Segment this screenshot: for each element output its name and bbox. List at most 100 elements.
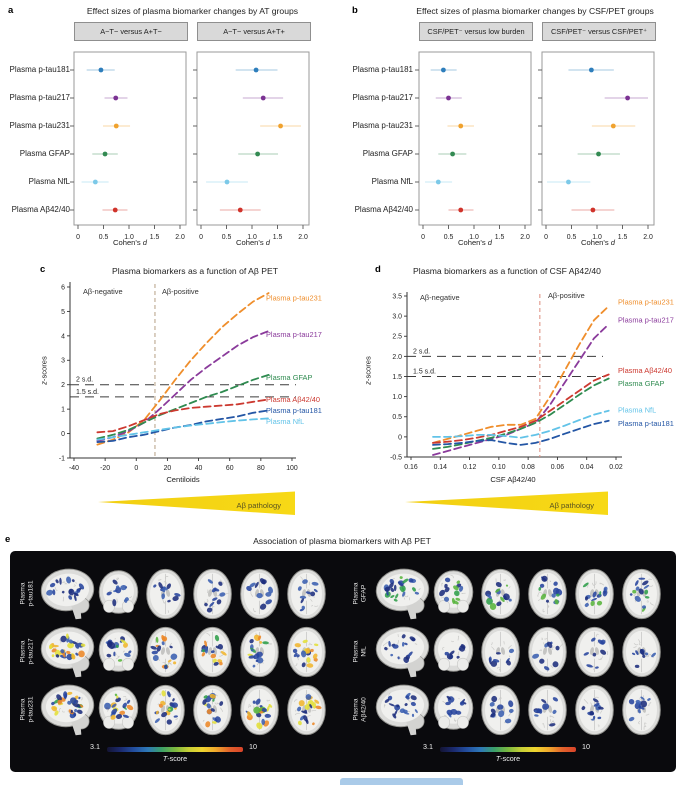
t-score-cluster [311,581,319,586]
biomarker-curve-label: Plasma GFAP [618,379,664,388]
t-score-cluster [124,597,129,602]
sulcus [268,643,272,645]
sulcus [309,642,313,646]
sulcus [295,663,298,667]
t-score-cluster [444,577,451,583]
sulcus [162,598,165,604]
sulcus [266,699,271,702]
t-score-cluster [644,596,650,599]
biomarker-curve-label: Plasma p-tau231 [618,298,674,307]
brain-slice-axial [528,568,567,620]
t-score-cluster [206,703,211,709]
t-score-cluster [210,708,215,712]
y-tick-label: 6 [61,284,65,291]
temporal-lobe [456,599,469,613]
x-tick-label: 100 [286,465,298,472]
sd-threshold-label: 2 s.d. [413,348,430,355]
x-tick-label: 1.5 [495,234,505,241]
sulcus [116,578,118,580]
t-score-cluster [591,637,596,642]
brain-slice-axial [481,568,520,620]
brain-slice-axial [622,626,661,678]
sulcus [453,718,456,722]
brainstem [406,604,417,620]
t-score-cluster [262,641,269,645]
t-score-cluster [78,696,81,700]
effect-size-marker [102,151,108,157]
t-score-cluster [46,589,54,596]
effect-size-marker [458,207,464,213]
brain-slice-coronal [98,628,139,672]
t-score-cluster [642,654,646,658]
t-score-cluster [534,710,538,713]
t-score-cluster [486,597,493,605]
sulcus [314,605,319,607]
biomarker-curve [432,409,610,439]
effect-size-marker [610,123,616,129]
sd-threshold-label: 1.5 s.d. [413,369,436,376]
t-score-cluster [486,593,492,599]
x-tick-label: 0 [76,234,80,241]
t-score-cluster [294,643,301,648]
brain-slice-axial [146,684,185,736]
t-score-cluster [172,596,179,601]
t-score-cluster [581,706,586,711]
t-score-cluster [643,584,650,589]
brain-slice-axial [575,568,614,620]
t-score-cluster [411,638,416,642]
sulcus [124,699,128,701]
sulcus [217,594,220,597]
t-score-cluster [542,703,550,710]
t-score-cluster [169,645,173,649]
t-score-cluster [73,699,79,705]
y-tick-label: 2 [61,382,65,389]
t-score-cluster [254,581,259,588]
panel-a-group-header-1: A−T− versus A+T− [74,22,188,41]
t-score-cluster [496,601,502,607]
t-score-cluster [214,634,220,642]
t-score-cluster [106,591,112,596]
sulcus [646,600,649,603]
t-score-cluster [401,634,406,639]
t-score-cluster [552,709,557,714]
t-score-cluster [644,652,649,656]
sulcus [220,579,225,584]
panel-c-pathology-wedge: Aβ pathology [98,491,295,515]
t-score-cluster [111,708,118,715]
t-score-cluster [68,639,74,644]
sulcus [600,710,603,714]
t-score-cluster [445,701,451,706]
t-score-cluster [218,581,223,586]
temporal-lobe [456,657,469,671]
sulcus [167,610,170,614]
brain-row-label-line1: Plasma [19,582,27,605]
t-score-cluster [255,659,259,663]
t-score-cluster [629,593,633,596]
ventricle [594,647,600,655]
panel-a-group-header-2: A−T− versus A+T+ [197,22,311,41]
y-tick-label: 0.5 [392,414,402,421]
t-score-cluster [212,721,217,724]
t-score-cluster [596,600,603,606]
t-score-cluster [126,699,131,704]
temporal-lobe [438,599,451,613]
plot-frame [196,51,310,226]
t-score-cluster [490,708,496,714]
sulcus [508,586,511,589]
sulcus [205,598,209,604]
region-label: Aβ-negative [83,287,123,296]
t-score-cluster [592,698,599,703]
forest-plot-b-right: 0 0.5 1.0 1.5 2.0 [538,51,655,241]
biomarker-curve-label: Plasma NfL [266,417,304,426]
t-score-cluster [212,597,218,601]
sulcus [114,638,116,640]
ventricle [207,589,213,597]
t-score-cluster [402,709,408,714]
biomarker-curve-label: Plasma p-tau231 [266,293,322,302]
ventricle [207,647,213,655]
x-tick-label: 1.5 [273,234,283,241]
panel-e-label: e [5,534,11,545]
t-score-cluster [591,597,598,602]
t-score-cluster [66,576,72,584]
t-score-cluster [532,653,540,659]
